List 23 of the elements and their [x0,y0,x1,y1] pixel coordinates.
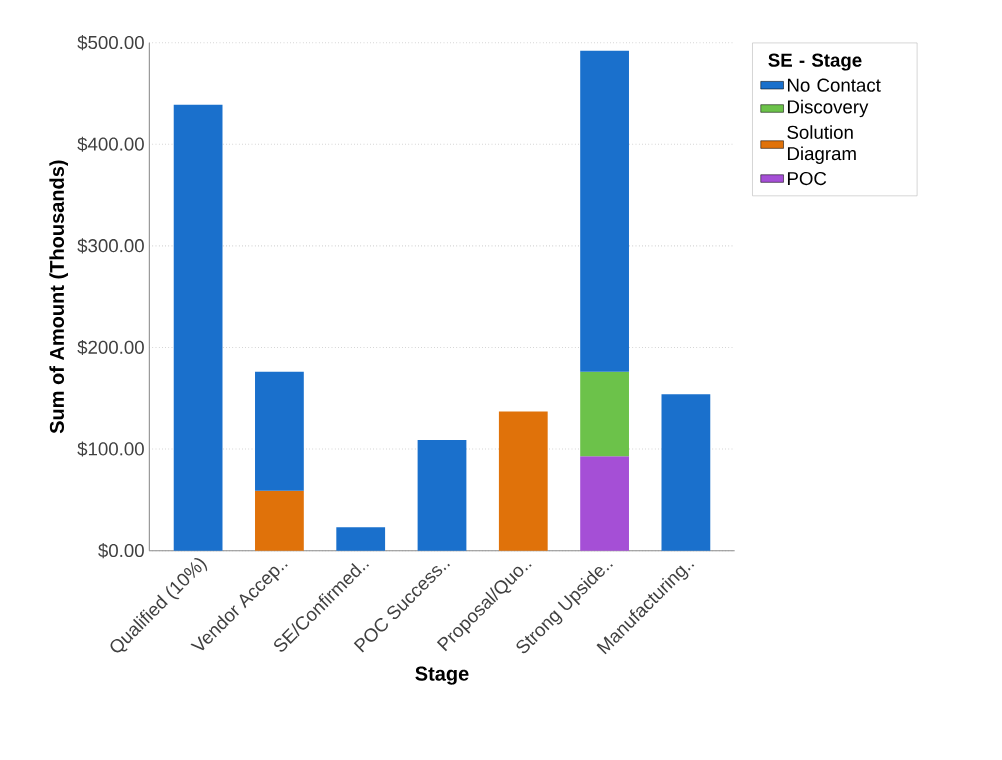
y-tick-label: $200.00 [77,339,144,356]
legend-title: SE - Stage [768,53,862,71]
y-tick-label: $500.00 [77,35,144,51]
bar [498,411,548,551]
bar [255,371,304,491]
bar [173,104,223,551]
x-axis-title: Stage [415,666,469,685]
legend-label: No Contact [787,78,881,92]
bar [255,490,304,551]
legend-label: Solution Diagram [787,125,856,164]
y-tick-label: $100.00 [77,441,144,457]
bar [336,527,386,551]
legend-label: Discovery [787,99,869,118]
y-tick-label: $400.00 [77,136,144,152]
bar [580,456,629,551]
legend-label: POC [787,171,827,186]
y-tick-label: $0.00 [98,543,144,559]
y-tick-label: $300.00 [77,238,144,254]
bar [417,439,467,551]
bar [580,371,629,457]
bar [580,50,629,372]
y-axis-title: Sum of Amount (Thousands) [49,160,68,434]
bar [661,394,711,551]
